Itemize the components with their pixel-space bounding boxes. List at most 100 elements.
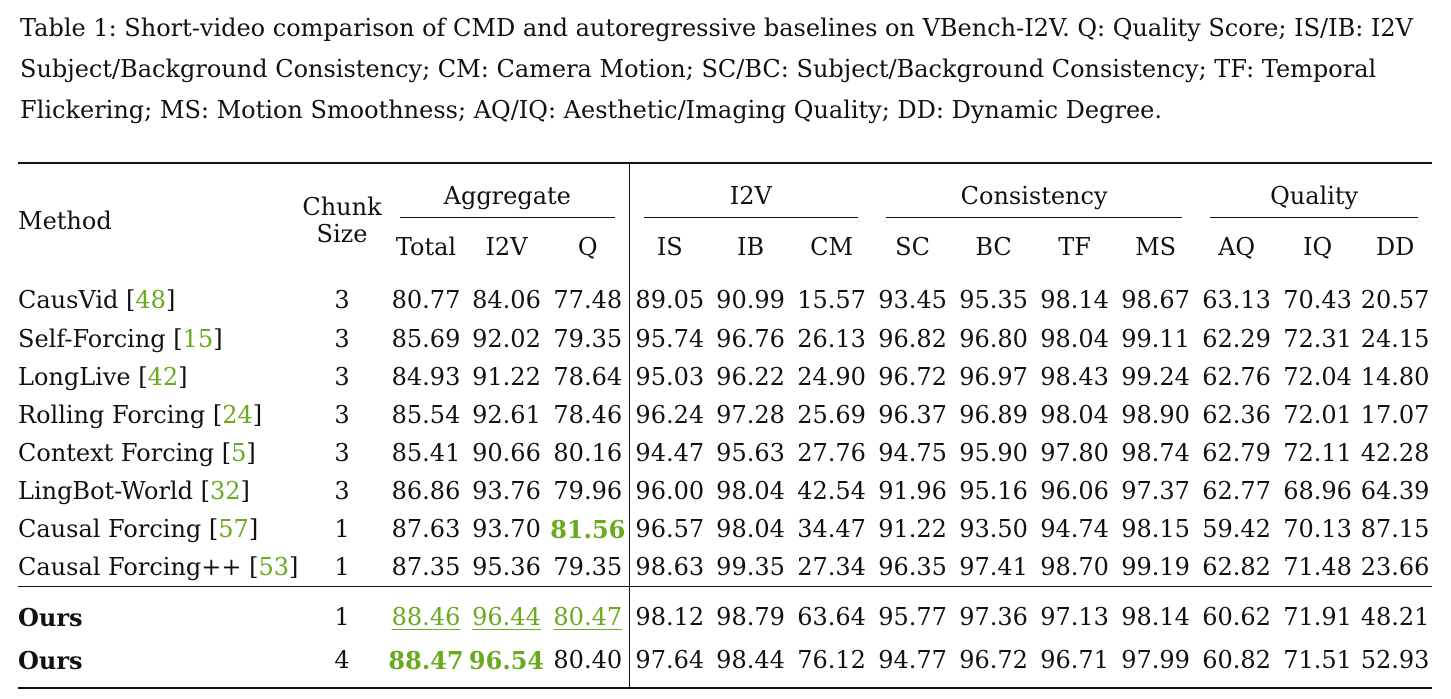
value-text: 77.48 [553,286,623,314]
method-name: Context Forcing [18,439,215,467]
value-cell-bc: 95.35 [953,272,1034,320]
value-text: 98.15 [1121,515,1190,543]
value-text: 94.77 [878,646,947,674]
chunk-size-cell: 3 [334,325,350,353]
group-header-aggregate: Aggregate [386,163,630,222]
value-cell-iq: 72.31 [1277,320,1358,358]
value-text: 96.00 [635,477,705,505]
value-cell-is: 97.64 [629,639,710,688]
chunk-size-header: Chunk Size [298,163,386,272]
value-text: 81.56 [550,514,626,544]
value-cell-iq: 71.91 [1277,586,1359,639]
value-text: 76.12 [797,646,866,674]
value-text: 14.80 [1360,363,1430,391]
value-text: 94.74 [1040,515,1109,543]
value-text: 98.74 [1121,439,1190,467]
table-row: Self-Forcing [15] 3 85.69 92.02 79.35 95.74 96… [18,320,1432,358]
value-cell-q: 80.16 [547,434,630,472]
value-cell-total: 85.54 [386,396,466,434]
value-text: 96.72 [959,646,1028,674]
value-cell-aq: 62.79 [1196,434,1277,472]
value-cell-sc: 91.22 [872,510,953,548]
value-cell-aq: 59.42 [1196,510,1277,548]
value-text: 15.57 [797,286,866,314]
value-cell-is: 96.24 [629,396,710,434]
column-header-cm: CM [810,233,854,261]
value-cell-cm: 25.69 [791,396,872,434]
value-text: 96.71 [1040,646,1109,674]
header-row-columns: Total I2V Q IS IB CM SC BC TF MS AQ IQ DD [18,222,1432,272]
citation-link[interactable]: 53 [258,553,290,581]
method-name: Causal Forcing++ [18,553,242,581]
column-header-tf: TF [1058,233,1091,261]
value-cell-bc: 95.90 [953,434,1034,472]
method-name: Self-Forcing [18,325,166,353]
value-text: 97.37 [1121,477,1190,505]
value-cell-tf: 97.13 [1034,586,1116,639]
value-text: 96.37 [878,401,947,429]
chunk-size-cell: 3 [334,286,350,314]
value-cell-dd: 52.93 [1358,639,1432,688]
value-cell-ib: 99.35 [710,548,791,587]
value-cell-aq: 62.36 [1196,396,1277,434]
citation-link[interactable]: 5 [231,439,247,467]
value-cell-sc: 96.35 [872,548,953,587]
value-cell-aq: 62.29 [1196,320,1277,358]
value-cell-ms: 99.11 [1115,320,1196,358]
method-cell: Ours [18,639,298,688]
value-text: 95.03 [635,363,705,391]
value-text: 68.96 [1283,477,1352,505]
value-text: 71.48 [1283,553,1352,581]
value-cell-ms: 98.15 [1115,510,1196,548]
column-header-bc: BC [975,233,1012,261]
value-cell-cm: 24.90 [791,358,872,396]
column-header-total: Total [395,233,457,261]
chunk-size-cell: 1 [334,553,350,581]
value-text: 91.96 [878,477,947,505]
header-row-groups: Method Chunk Size Aggregate I2V Consiste… [18,163,1432,248]
value-cell-i2v: 96.44 [466,586,547,639]
value-cell-q: 80.40 [547,639,630,688]
value-text: 87.15 [1360,515,1430,543]
value-cell-dd: 87.15 [1358,510,1432,548]
value-text: 98.04 [1040,325,1109,353]
value-text: 97.36 [959,603,1028,631]
value-text: 64.39 [1360,477,1430,505]
value-text: 98.04 [1040,401,1109,429]
value-text: 62.76 [1202,363,1271,391]
method-name: LongLive [18,363,131,391]
citation-link[interactable]: 42 [147,363,179,391]
value-text: 72.04 [1283,363,1352,391]
value-text: 88.46 [391,603,461,631]
value-text: 97.64 [635,646,705,674]
value-cell-tf: 94.74 [1034,510,1115,548]
value-text: 62.29 [1202,325,1271,353]
method-cell: LongLive [42] [18,363,188,391]
value-cell-i2v: 92.02 [466,320,547,358]
citation-link[interactable]: 15 [182,325,214,353]
value-cell-q: 78.64 [547,358,630,396]
value-text: 96.80 [959,325,1028,353]
citation-link[interactable]: 24 [222,401,253,429]
value-cell-i2v: 96.54 [466,639,547,688]
value-cell-total: 87.63 [386,510,466,548]
value-text: 98.43 [1040,363,1109,391]
value-cell-tf: 98.70 [1034,548,1115,587]
value-text: 24.90 [797,363,866,391]
value-text: 84.06 [472,286,541,314]
column-header-aq: AQ [1218,233,1256,261]
citation-link[interactable]: 57 [218,515,249,543]
citation-link[interactable]: 48 [135,286,166,314]
value-text: 72.31 [1283,325,1352,353]
value-cell-iq: 72.01 [1277,396,1358,434]
column-header-ib: IB [736,233,765,261]
value-cell-q: 79.35 [547,548,630,587]
value-cell-q: 78.46 [547,396,630,434]
value-text: 48.21 [1360,603,1430,631]
value-text: 98.67 [1121,286,1190,314]
value-text: 26.13 [797,325,866,353]
value-cell-ms: 99.19 [1115,548,1196,587]
value-cell-total: 87.35 [386,548,466,587]
citation-link[interactable]: 32 [209,477,241,505]
